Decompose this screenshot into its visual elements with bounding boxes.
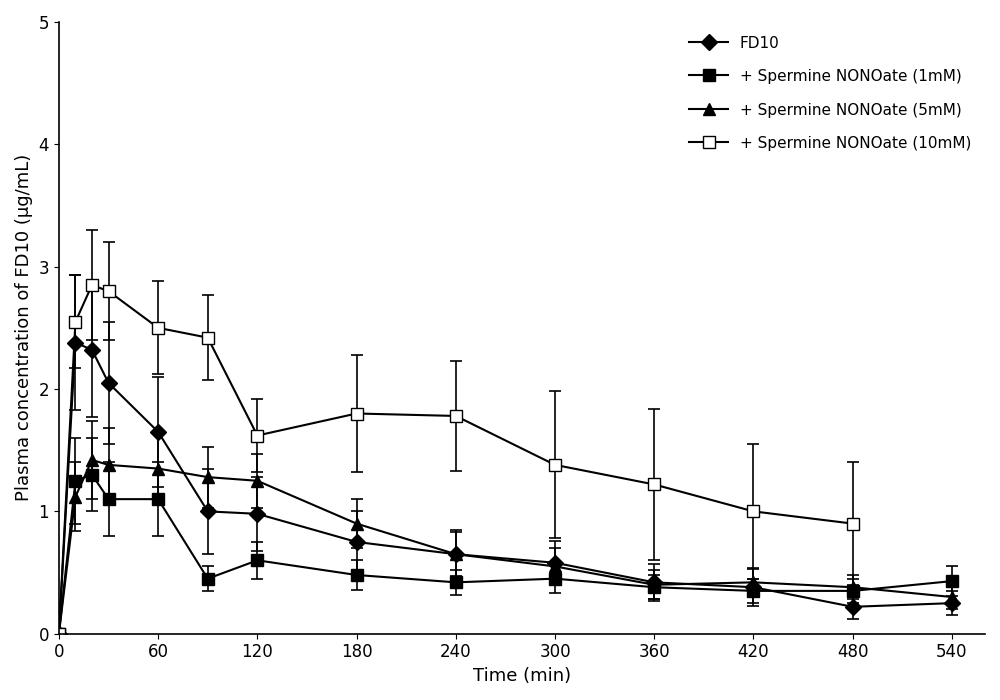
- X-axis label: Time (min): Time (min): [473, 667, 571, 685]
- Y-axis label: Plasma concentration of FD10 (μg/mL): Plasma concentration of FD10 (μg/mL): [15, 154, 33, 501]
- Legend: FD10, + Spermine NONOate (1mM), + Spermine NONOate (5mM), + Spermine NONOate (10: FD10, + Spermine NONOate (1mM), + Spermi…: [683, 29, 977, 157]
